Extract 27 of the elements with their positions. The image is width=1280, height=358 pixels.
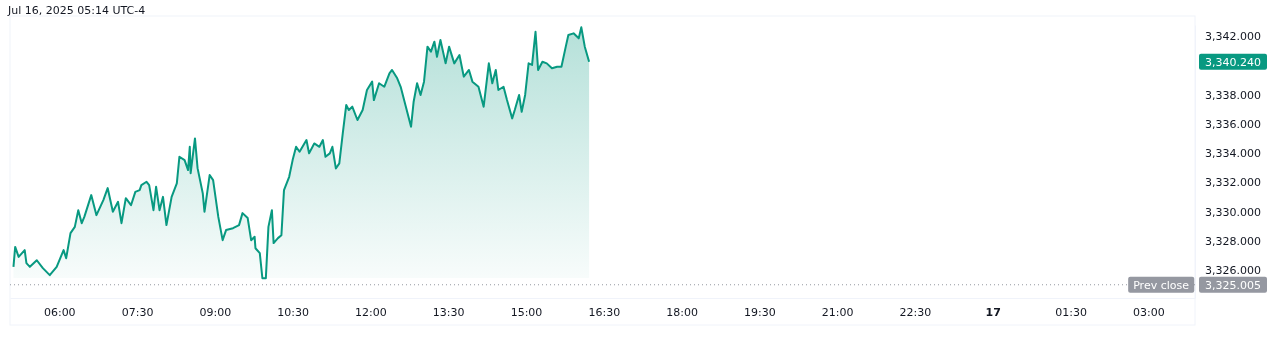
y-tick-label: 3,328.000	[1205, 234, 1261, 248]
y-tick-label: 3,330.000	[1205, 205, 1261, 219]
ref-line-label: Prev close	[1133, 278, 1190, 292]
y-tick-label: 3,342.000	[1205, 30, 1261, 43]
x-tick-label: 21:00	[821, 305, 854, 319]
x-tick-label: 10:30	[277, 305, 309, 319]
y-tick-label: 3,332.000	[1205, 176, 1261, 190]
x-tick-label: 19:30	[744, 305, 776, 319]
y-tick-label: 3,334.000	[1205, 147, 1261, 161]
x-tick-label: 16:30	[588, 305, 621, 319]
chart-title: Jul 16, 2025 05:14 UTC-4	[7, 4, 146, 17]
y-tick-label: 3,336.000	[1205, 117, 1261, 131]
x-tick-label: 06:00	[43, 305, 76, 319]
x-tick-label: 09:00	[199, 305, 232, 319]
x-tick-label: 03:00	[1132, 305, 1165, 319]
x-tick-label: 15:00	[510, 305, 543, 319]
x-tick-label: 22:30	[899, 305, 932, 319]
x-tick-label: 17	[985, 305, 1001, 319]
y-tick-label: 3,326.000	[1205, 264, 1261, 278]
y-tick-label: 3,338.000	[1205, 88, 1261, 102]
x-tick-label: 13:30	[432, 305, 465, 319]
x-tick-label: 01:30	[1055, 305, 1087, 319]
x-tick-label: 12:00	[355, 305, 387, 319]
text: 3,340.240	[1205, 55, 1261, 69]
x-tick-label: 18:00	[666, 305, 698, 319]
x-tick-label: 07:30	[121, 305, 154, 319]
annotation: 3,325.005	[1205, 278, 1261, 292]
